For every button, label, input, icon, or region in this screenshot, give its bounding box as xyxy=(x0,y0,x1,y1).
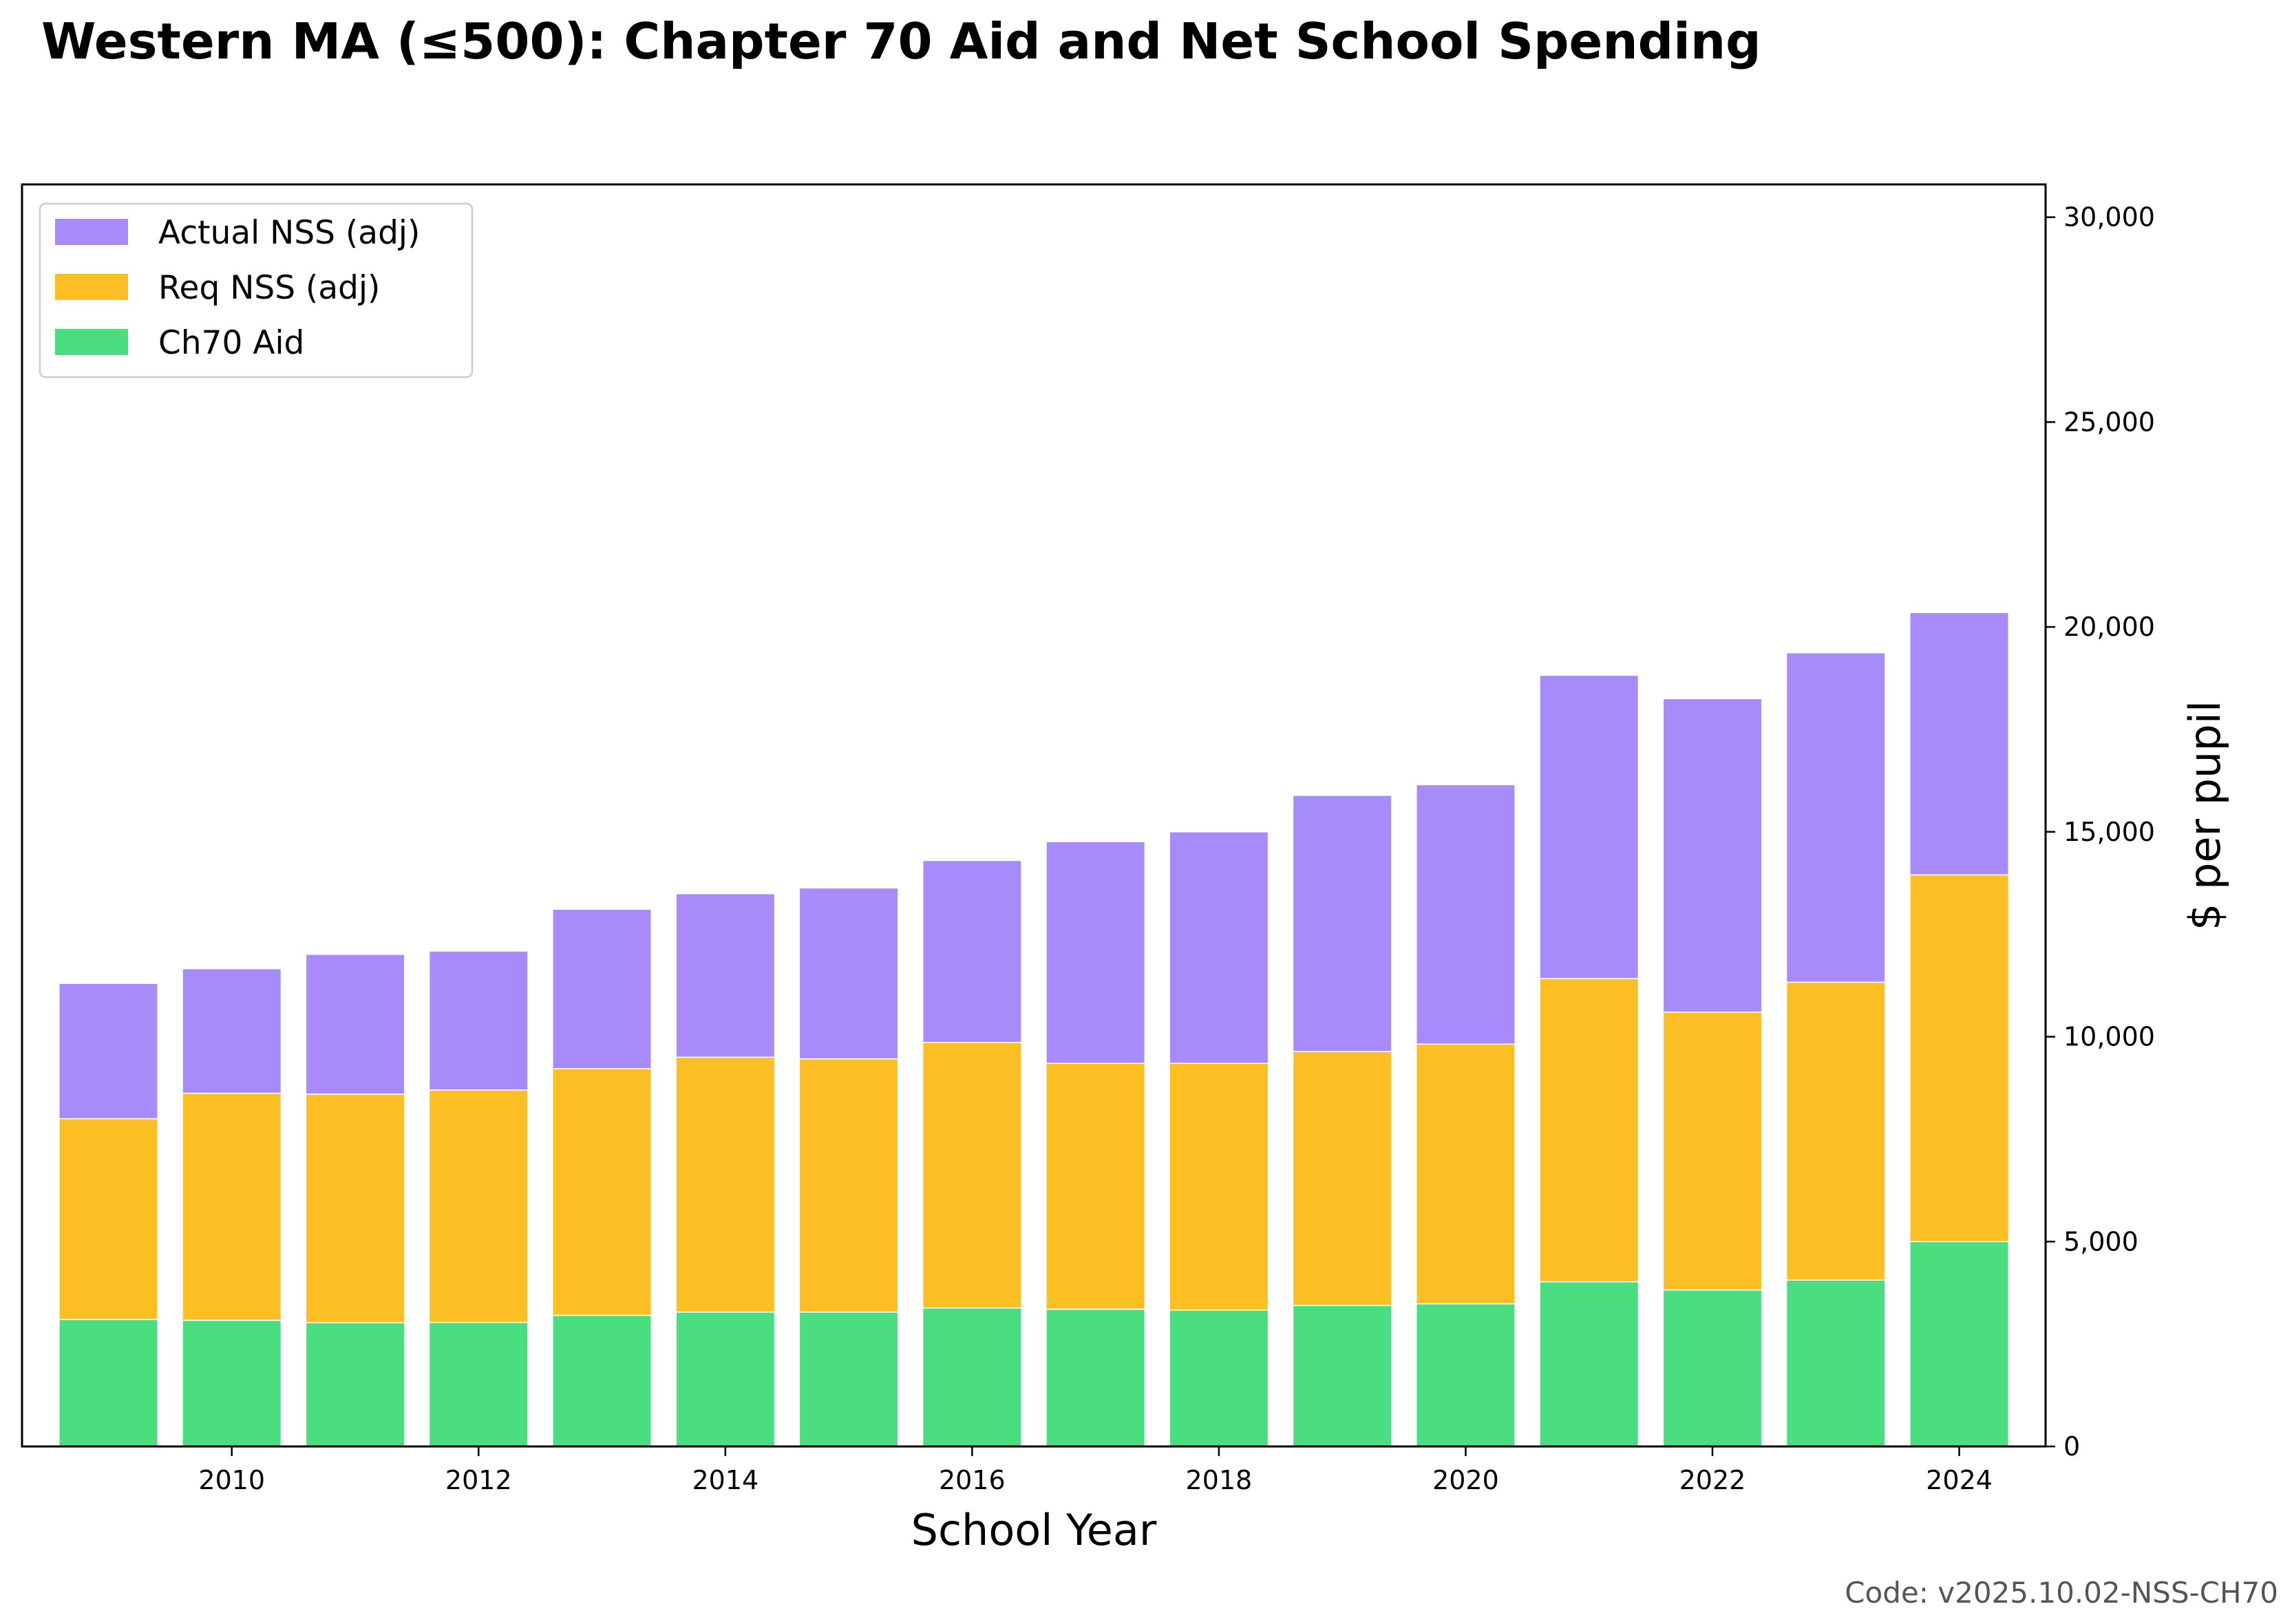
bar-ch70-aid-2016 xyxy=(922,1307,1022,1447)
bar-req-nss-adj-2014 xyxy=(675,1056,776,1313)
bar-actual-nss-adj-2010 xyxy=(182,968,282,1094)
x-axis-label: School Year xyxy=(911,1505,1157,1555)
bar-actual-nss-adj-2014 xyxy=(675,893,776,1058)
bar-actual-nss-adj-2009 xyxy=(59,983,158,1120)
y-tick-label: 15,000 xyxy=(2063,817,2155,847)
bar-req-nss-adj-2011 xyxy=(305,1093,405,1323)
x-tick-label: 2016 xyxy=(939,1465,1006,1495)
y-tick-label: 30,000 xyxy=(2063,202,2155,233)
x-tick-label: 2022 xyxy=(1679,1465,1746,1495)
bar-ch70-aid-2021 xyxy=(1539,1281,1640,1447)
bar-ch70-aid-2020 xyxy=(1415,1303,1516,1447)
x-tick-label: 2014 xyxy=(692,1465,758,1495)
chart-title: Western MA (≤500): Chapter 70 Aid and Ne… xyxy=(41,12,1761,70)
bar-actual-nss-adj-2021 xyxy=(1539,674,1640,979)
bar-req-nss-adj-2020 xyxy=(1415,1043,1516,1305)
bar-req-nss-adj-2016 xyxy=(922,1042,1022,1309)
bar-ch70-aid-2024 xyxy=(1909,1241,2009,1447)
footer-code-label: Code: v2025.10.02-NSS-CH70 xyxy=(1845,1576,2278,1610)
legend-swatch xyxy=(55,274,128,300)
bar-ch70-aid-2019 xyxy=(1292,1305,1392,1447)
bar-actual-nss-adj-2019 xyxy=(1292,795,1392,1052)
bar-actual-nss-adj-2022 xyxy=(1662,698,1763,1013)
bar-req-nss-adj-2015 xyxy=(798,1058,899,1313)
legend-swatch xyxy=(55,219,128,245)
bar-req-nss-adj-2023 xyxy=(1785,981,1886,1281)
bar-ch70-aid-2017 xyxy=(1046,1308,1146,1447)
bars-layer xyxy=(59,612,2009,1447)
legend-label: Ch70 Aid xyxy=(158,324,304,362)
y-tick-label: 0 xyxy=(2063,1431,2080,1462)
y-tick-label: 5,000 xyxy=(2063,1226,2139,1257)
bar-ch70-aid-2023 xyxy=(1785,1279,1886,1447)
legend-label: Req NSS (adj) xyxy=(158,269,380,307)
bar-req-nss-adj-2022 xyxy=(1662,1012,1763,1291)
bar-req-nss-adj-2012 xyxy=(428,1089,529,1323)
bar-actual-nss-adj-2011 xyxy=(305,954,405,1095)
bar-req-nss-adj-2017 xyxy=(1046,1062,1146,1310)
y-tick-label: 25,000 xyxy=(2063,407,2155,437)
bar-ch70-aid-2013 xyxy=(552,1314,652,1447)
bar-actual-nss-adj-2023 xyxy=(1785,652,1886,983)
bar-req-nss-adj-2010 xyxy=(182,1092,282,1321)
x-tick-label: 2020 xyxy=(1432,1465,1499,1495)
bar-ch70-aid-2010 xyxy=(182,1319,282,1447)
bar-ch70-aid-2014 xyxy=(675,1311,776,1447)
bar-req-nss-adj-2021 xyxy=(1539,978,1640,1283)
x-tick-label: 2024 xyxy=(1926,1465,1993,1495)
legend: Actual NSS (adj) Req NSS (adj) Ch70 Aid xyxy=(39,202,474,378)
legend-frame xyxy=(39,202,474,378)
legend-label: Actual NSS (adj) xyxy=(158,214,420,252)
x-axis: 2010 2012 2014 2016 2018 2020 2022 2024 xyxy=(198,1446,1993,1495)
bar-actual-nss-adj-2024 xyxy=(1909,612,2009,876)
y-axis-label: $ per pupil xyxy=(2180,701,2230,930)
x-tick-label: 2018 xyxy=(1186,1465,1253,1495)
x-tick-label: 2012 xyxy=(445,1465,512,1495)
y-tick-label: 10,000 xyxy=(2063,1022,2155,1052)
bar-actual-nss-adj-2012 xyxy=(428,950,529,1091)
plot-frame xyxy=(21,183,2047,1448)
y-tick-label: 20,000 xyxy=(2063,612,2155,642)
bar-actual-nss-adj-2018 xyxy=(1169,831,1269,1065)
bar-actual-nss-adj-2015 xyxy=(798,887,899,1060)
y-axis: 0 5,000 10,000 15,000 20,000 25,000 30,000 xyxy=(2046,202,2155,1462)
bar-ch70-aid-2015 xyxy=(798,1311,899,1447)
legend-swatch xyxy=(55,329,128,355)
bar-actual-nss-adj-2017 xyxy=(1046,841,1146,1065)
bar-actual-nss-adj-2016 xyxy=(922,859,1022,1043)
bar-req-nss-adj-2019 xyxy=(1292,1051,1392,1306)
bar-ch70-aid-2018 xyxy=(1169,1309,1269,1447)
bar-req-nss-adj-2018 xyxy=(1169,1062,1269,1311)
bar-req-nss-adj-2024 xyxy=(1909,874,2009,1243)
bar-req-nss-adj-2009 xyxy=(59,1118,158,1321)
x-tick-label: 2010 xyxy=(198,1465,265,1495)
bar-actual-nss-adj-2020 xyxy=(1415,784,1516,1045)
bar-ch70-aid-2022 xyxy=(1662,1289,1763,1447)
bar-ch70-aid-2012 xyxy=(428,1321,529,1447)
bar-ch70-aid-2009 xyxy=(59,1318,158,1447)
bar-ch70-aid-2011 xyxy=(305,1322,405,1447)
bar-actual-nss-adj-2013 xyxy=(552,908,652,1069)
bar-req-nss-adj-2013 xyxy=(552,1068,652,1316)
